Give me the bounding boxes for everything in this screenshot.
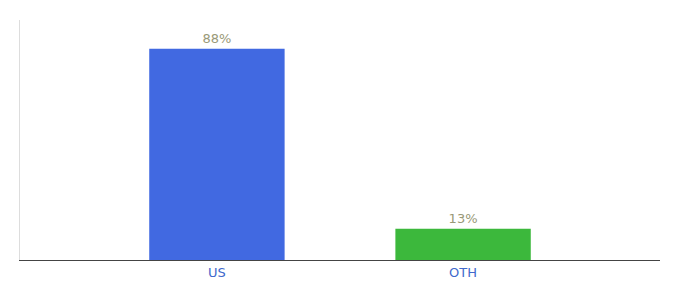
- svg-text:13%: 13%: [449, 211, 478, 226]
- svg-text:US: US: [208, 265, 226, 280]
- svg-text:88%: 88%: [202, 31, 231, 46]
- svg-text:OTH: OTH: [449, 265, 477, 280]
